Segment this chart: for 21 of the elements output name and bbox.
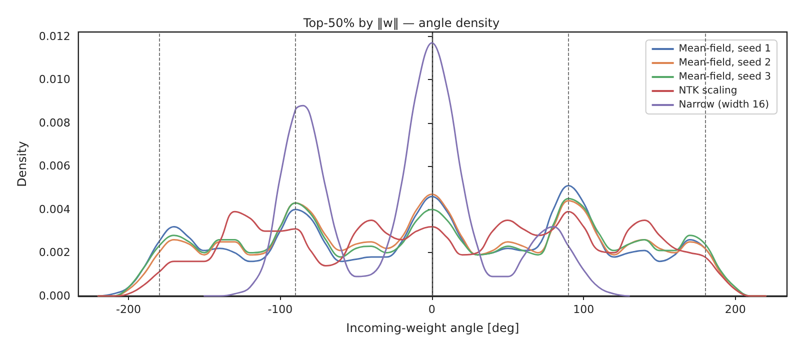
chart-title: Top-50% by ‖w‖ — angle density [302, 16, 500, 30]
y-tick-label: 0.006 [38, 160, 70, 173]
legend-label: Mean-field, seed 1 [678, 44, 772, 54]
y-tick-label: 0.008 [38, 116, 70, 130]
y-tick-label: 0.012 [38, 30, 70, 43]
legend-label: NTK scaling [678, 86, 738, 96]
y-axis-title: Density [15, 141, 29, 187]
line-series [204, 42, 630, 297]
x-tick-label: -200 [116, 303, 141, 316]
x-tick-label: 0 [428, 303, 436, 316]
x-tick-label: 200 [724, 303, 746, 316]
legend-label: Mean-field, seed 2 [678, 58, 772, 68]
y-tick-label: 0.000 [38, 290, 70, 302]
y-tick-label: 0.010 [38, 73, 70, 86]
y-tick-label: 0.002 [38, 246, 70, 260]
x-tick-label: 100 [573, 303, 594, 316]
x-axis-title: Incoming-weight angle [deg] [346, 321, 520, 335]
y-tick-label: 0.004 [38, 202, 70, 216]
legend-label: Narrow (width 16) [678, 100, 770, 110]
x-tick-label: -100 [268, 303, 293, 316]
legend-label: Mean-field, seed 3 [678, 72, 772, 82]
